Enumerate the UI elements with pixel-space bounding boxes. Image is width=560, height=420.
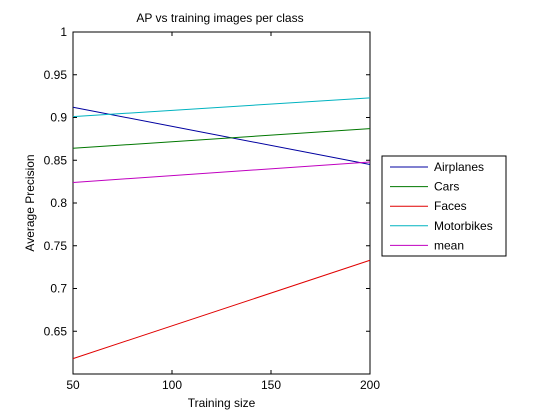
series-line-cars [72, 128, 371, 149]
series-line-mean [72, 161, 371, 183]
x-axis-label: Training size [188, 396, 256, 410]
y-tick-label: 0.85 [44, 153, 68, 167]
chart-title: AP vs training images per class [136, 11, 303, 25]
y-axis-label: Average Precision [23, 154, 37, 251]
series-line-airplanes [72, 106, 371, 166]
y-tick-label: 0.7 [50, 282, 67, 296]
y-tick-label: 0.65 [44, 324, 68, 338]
x-tick-label: 150 [261, 378, 281, 392]
y-tick-label: 0.9 [50, 111, 67, 125]
x-axis-ticks: 50 100 150 200 [66, 32, 380, 392]
series-line-faces [72, 259, 371, 360]
x-tick-label: 50 [66, 378, 80, 392]
plot-area: 50 100 150 200 0.65 0.7 0.75 0.8 0.85 0.9 0.95 1 [44, 25, 381, 392]
legend-label-airplanes: Airplanes [434, 160, 484, 174]
series-line-motorbikes [72, 97, 371, 118]
legend: Airplanes Cars Faces Motorbikes mean [381, 155, 507, 257]
y-tick-label: 0.75 [44, 239, 68, 253]
legend-label-cars: Cars [434, 180, 459, 194]
series-layer [72, 97, 371, 360]
legend-label-faces: Faces [434, 199, 467, 213]
y-tick-label: 1 [60, 25, 67, 39]
y-axis-ticks: 0.65 0.7 0.75 0.8 0.85 0.9 0.95 1 [44, 25, 370, 338]
x-tick-label: 100 [162, 378, 182, 392]
y-tick-label: 0.95 [44, 68, 68, 82]
x-tick-label: 200 [360, 378, 380, 392]
legend-label-motorbikes: Motorbikes [434, 219, 493, 233]
legend-label-mean: mean [434, 238, 464, 252]
legend-items: Airplanes Cars Faces Motorbikes mean [390, 160, 493, 252]
y-tick-label: 0.8 [50, 196, 67, 210]
plot-frame [72, 31, 371, 375]
